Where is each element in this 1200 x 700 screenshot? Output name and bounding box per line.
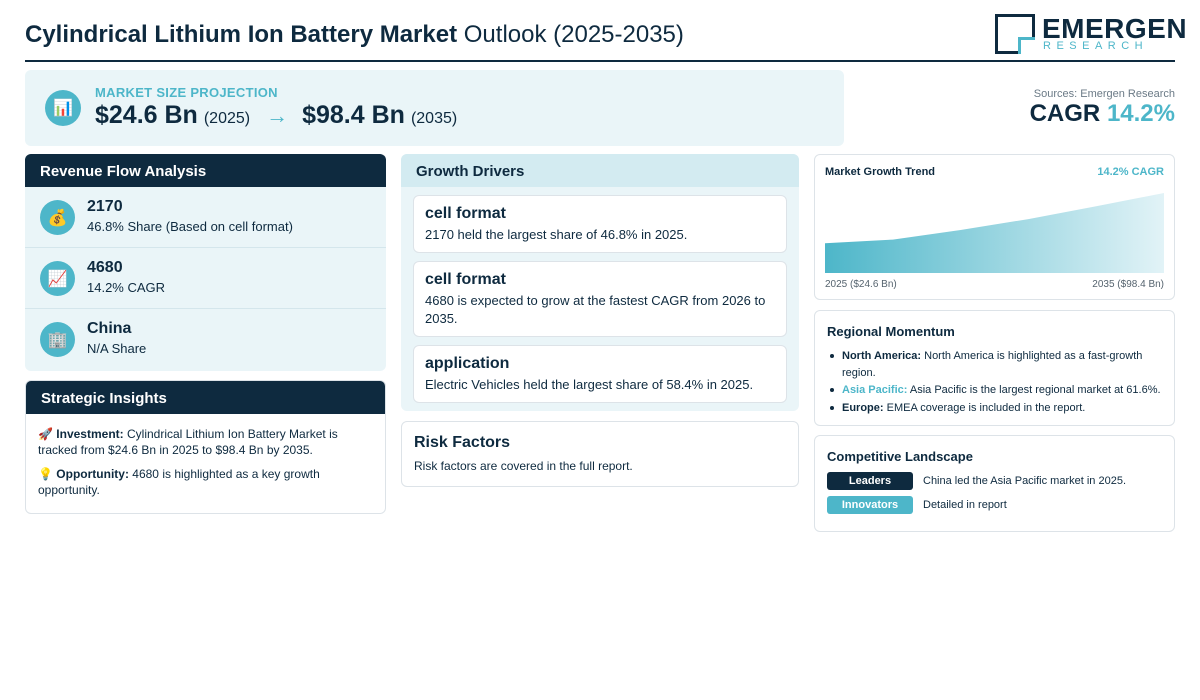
revenue-flow-heading: Revenue Flow Analysis	[25, 154, 386, 187]
strategic-insights-card: Strategic Insights 🚀 Investment: Cylindr…	[25, 380, 386, 514]
cagr-value: 14.2%	[1106, 100, 1175, 127]
revenue-item: 📈 4680 14.2% CAGR	[25, 248, 386, 309]
page-title-rest: Outlook (2025-2035)	[457, 21, 684, 48]
bar-chart-icon: 📊	[45, 90, 81, 126]
logo-word: EMERGEN	[1042, 13, 1188, 44]
investment-text: Cylindrical Lithium Ion Battery Market i…	[38, 427, 338, 457]
projection-label: MARKET SIZE PROJECTION	[95, 85, 278, 100]
page-title-bold: Cylindrical Lithium Ion Battery Market	[25, 21, 458, 48]
risk-factors-text: Risk factors are covered in the full rep…	[414, 459, 633, 473]
driver-item: cell format 4680 is expected to grow at …	[413, 261, 787, 337]
logo-mark-icon	[995, 14, 1035, 54]
region-name: North America:	[842, 350, 922, 362]
competitive-landscape-card: Competitive Landscape Leaders China led …	[814, 435, 1175, 532]
projection-values: $24.6 Bn (2025) → $98.4 Bn (2035)	[95, 101, 457, 130]
strategic-insights-body: 🚀 Investment: Cylindrical Lithium Ion Ba…	[26, 414, 385, 498]
revenue-item-title: China	[87, 320, 132, 337]
growth-drivers-card: Growth Drivers cell format 2170 held the…	[401, 154, 799, 411]
driver-item: application Electric Vehicles held the l…	[413, 345, 787, 403]
trend-title: Market Growth Trend	[825, 166, 936, 178]
sources-note: Sources: Emergen Research	[1033, 88, 1175, 100]
innovators-badge: Innovators	[827, 496, 913, 514]
arrow-right-icon: →	[266, 103, 289, 128]
logo-sub: RESEARCH	[1043, 40, 1149, 52]
money-bag-icon: 💰	[40, 200, 75, 235]
trend-start-label: 2025 ($24.6 Bn)	[825, 279, 897, 290]
competitive-row-text: Detailed in report	[923, 499, 1007, 511]
lightbulb-icon: 💡	[38, 467, 53, 481]
opportunity-insight: 💡 Opportunity: 4680 is highlighted as a …	[38, 466, 373, 498]
driver-text: 2170 held the largest share of 46.8% in …	[425, 227, 688, 242]
driver-text: 4680 is expected to grow at the fastest …	[425, 293, 766, 326]
emergen-logo: EMERGEN RESEARCH	[995, 13, 1187, 56]
market-growth-trend-card: Market Growth Trend 14.2% CAGR 2025 ($24…	[814, 154, 1175, 300]
region-text: EMEA coverage is included in the report.	[883, 401, 1086, 414]
market-size-projection: 📊 MARKET SIZE PROJECTION $24.6 Bn (2025)…	[25, 70, 844, 146]
risk-factors-card: Risk Factors Risk factors are covered in…	[401, 421, 799, 487]
driver-title: cell format	[425, 271, 506, 288]
revenue-item-title: 4680	[87, 259, 123, 276]
growth-trend-area	[825, 193, 1164, 273]
revenue-item-sub: 46.8% Share (Based on cell format)	[87, 219, 293, 234]
competitive-landscape-heading: Competitive Landscape	[827, 449, 973, 464]
opportunity-text: 4680 is highlighted as a key growth oppo…	[38, 467, 320, 497]
strategic-insights-heading: Strategic Insights	[26, 381, 385, 414]
cagr-summary: CAGR 14.2%	[1030, 100, 1175, 128]
growth-drivers-heading: Growth Drivers	[401, 154, 799, 187]
regional-momentum-heading: Regional Momentum	[827, 324, 955, 339]
page-header: Cylindrical Lithium Ion Battery Market O…	[25, 12, 1187, 62]
driver-title: cell format	[425, 205, 506, 222]
revenue-item-title: 2170	[87, 198, 123, 215]
opportunity-label: Opportunity:	[56, 467, 129, 481]
competitive-row: Leaders China led the Asia Pacific marke…	[827, 472, 1162, 490]
trend-cagr: 14.2% CAGR	[1097, 166, 1164, 178]
region-name: Asia Pacific:	[842, 384, 908, 396]
projection-end-value: $98.4 Bn	[302, 101, 405, 129]
leaders-badge: Leaders	[827, 472, 913, 490]
revenue-item-sub: N/A Share	[87, 341, 147, 356]
driver-item: cell format 2170 held the largest share …	[413, 195, 787, 253]
region-text: North America is highlighted as a fast-g…	[842, 350, 1143, 379]
region-text: Asia Pacific is the largest regional mar…	[907, 384, 1161, 396]
trend-end-label: 2035 ($98.4 Bn)	[1092, 279, 1164, 290]
region-item: Europe: EMEA coverage is included in the…	[827, 400, 1162, 417]
region-item: North America: North America is highligh…	[827, 348, 1162, 381]
competitive-row: Innovators Detailed in report	[827, 496, 1162, 514]
projection-start-value: $24.6 Bn	[95, 101, 198, 129]
revenue-item-sub: 14.2% CAGR	[87, 280, 166, 295]
regional-momentum-card: Regional Momentum North America: North A…	[814, 310, 1175, 426]
region-name: Europe:	[842, 401, 884, 414]
investment-insight: 🚀 Investment: Cylindrical Lithium Ion Ba…	[38, 426, 373, 458]
building-icon: 🏢	[40, 322, 75, 357]
investment-label: Investment:	[56, 427, 124, 441]
revenue-flow-card: Revenue Flow Analysis 💰 2170 46.8% Share…	[25, 154, 386, 371]
projection-end-year: (2035)	[410, 110, 458, 127]
regional-list: North America: North America is highligh…	[827, 348, 1162, 416]
risk-factors-heading: Risk Factors	[414, 434, 511, 451]
revenue-item: 🏢 China N/A Share	[25, 309, 386, 370]
trend-chart-icon: 📈	[40, 261, 75, 296]
projection-start-year: (2025)	[203, 110, 251, 127]
driver-text: Electric Vehicles held the largest share…	[425, 377, 754, 392]
driver-title: application	[425, 355, 510, 372]
region-item: Asia Pacific: Asia Pacific is the larges…	[827, 382, 1162, 399]
competitive-row-text: China led the Asia Pacific market in 202…	[923, 475, 1127, 487]
rocket-icon: 🚀	[38, 427, 53, 441]
revenue-item: 💰 2170 46.8% Share (Based on cell format…	[25, 187, 386, 248]
page-title: Cylindrical Lithium Ion Battery Market O…	[25, 21, 684, 49]
growth-trend-chart	[825, 193, 1164, 273]
cagr-label: CAGR	[1029, 100, 1101, 127]
